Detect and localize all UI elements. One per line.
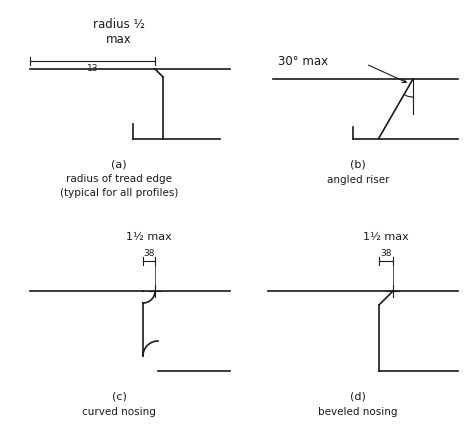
Text: (d): (d) — [350, 391, 366, 401]
Text: 30° max: 30° max — [278, 55, 328, 68]
Text: (b): (b) — [350, 160, 366, 170]
Text: (typical for all profiles): (typical for all profiles) — [60, 187, 178, 197]
Text: radius of tread edge: radius of tread edge — [66, 174, 172, 184]
Text: 38: 38 — [143, 248, 155, 257]
Text: curved nosing: curved nosing — [82, 406, 156, 416]
Text: radius ½: radius ½ — [93, 18, 145, 31]
Text: (a): (a) — [111, 160, 127, 170]
Text: beveled nosing: beveled nosing — [318, 406, 398, 416]
Text: max: max — [106, 33, 132, 46]
Text: 1½ max: 1½ max — [363, 231, 409, 241]
Text: angled riser: angled riser — [327, 174, 389, 184]
Text: 38: 38 — [380, 248, 392, 257]
Text: 1½ max: 1½ max — [126, 231, 172, 241]
Text: (c): (c) — [111, 391, 127, 401]
Text: 13: 13 — [87, 64, 98, 73]
